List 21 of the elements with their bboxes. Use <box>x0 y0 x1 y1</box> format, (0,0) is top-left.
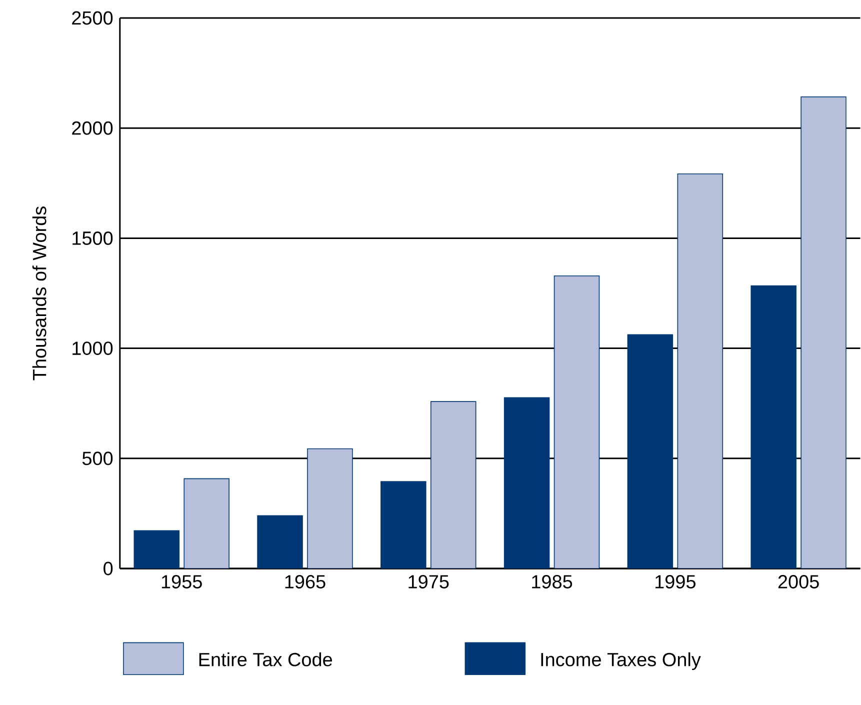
x-tick-label: 2005 <box>778 574 819 588</box>
x-tick-label: 1975 <box>408 574 449 588</box>
x-tick-label: 1955 <box>162 574 202 588</box>
y-tick-label: 0 <box>104 562 113 576</box>
legend-label: Entire Tax Code <box>199 652 332 666</box>
bar <box>307 448 353 568</box>
bar <box>430 401 476 568</box>
legend-label: Income Taxes Only <box>541 652 701 670</box>
y-tick-label: 2000 <box>72 121 113 135</box>
y-tick-label: 2500 <box>72 11 113 25</box>
y-tick-label: 1500 <box>72 231 113 245</box>
x-tick-label: 1965 <box>285 574 326 588</box>
x-tick-label: 1985 <box>532 574 572 588</box>
bar <box>800 96 846 568</box>
bar <box>184 478 230 568</box>
y-tick-label: 1000 <box>72 341 113 355</box>
y-tick-label: 500 <box>82 451 113 465</box>
bar <box>554 275 600 568</box>
x-tick-label: 1995 <box>655 574 696 588</box>
y-axis-title: Thousands of Words <box>32 206 46 380</box>
bar <box>677 173 724 568</box>
